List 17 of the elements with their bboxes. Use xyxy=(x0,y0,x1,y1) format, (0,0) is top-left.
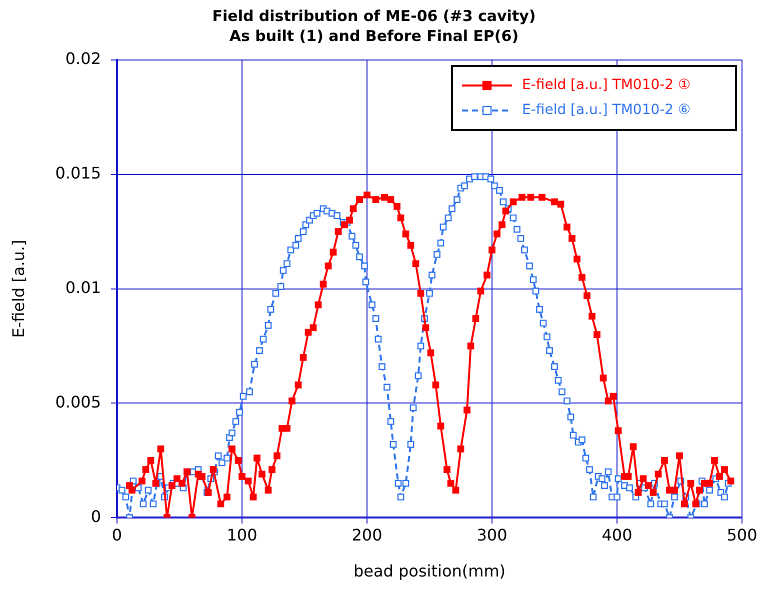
y-tick-label: 0 xyxy=(90,506,102,526)
chart-title: Field distribution of ME-06 (#3 cavity) xyxy=(212,6,536,25)
y-tick-label: 0.01 xyxy=(65,278,102,297)
legend-label: E-field [a.u.] TM010-2 ⑥ xyxy=(522,102,691,118)
x-axis-title: bead position(mm) xyxy=(353,562,506,581)
y-tick-label: 0.015 xyxy=(55,164,102,183)
y-tick-label: 0.005 xyxy=(55,392,102,412)
y-tick-label: 0.02 xyxy=(65,49,102,68)
x-tick-label: 500 xyxy=(726,525,758,544)
legend-label: E-field [a.u.] TM010-2 ① xyxy=(522,77,691,94)
y-axis-title: E-field [a.u.] xyxy=(8,240,28,338)
chart-subtitle: As built (1) and Before Final EP(6) xyxy=(229,26,519,45)
x-tick-label: 400 xyxy=(602,525,632,544)
x-tick-label: 200 xyxy=(352,525,382,544)
x-tick-label: 0 xyxy=(112,525,122,544)
x-tick-label: 100 xyxy=(226,525,258,544)
x-tick-label: 300 xyxy=(476,525,508,544)
